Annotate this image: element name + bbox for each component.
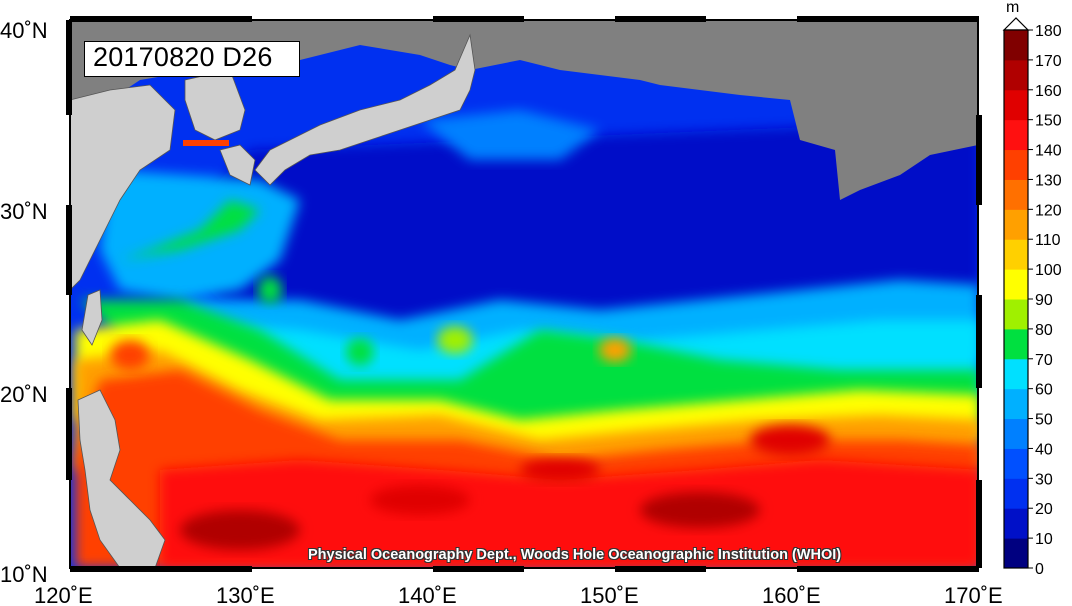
colorbar-tick-label: 170 xyxy=(1035,53,1062,70)
colorbar-tick-label: 180 xyxy=(1035,23,1062,40)
lon-label-150: 150˚E xyxy=(580,583,639,606)
date-label-box xyxy=(84,41,300,77)
colorbar-segment xyxy=(1004,209,1028,240)
lat-label-30: 30˚N xyxy=(0,199,48,224)
colorbar-tick-label: 150 xyxy=(1035,113,1062,130)
map-field xyxy=(70,20,978,568)
lon-label-140: 140˚E xyxy=(398,583,457,606)
lon-label-130: 130˚E xyxy=(216,583,275,606)
colorbar-tick-label: 70 xyxy=(1035,352,1053,369)
colorbar-tick-label: 110 xyxy=(1035,232,1061,249)
colorbar-overflow-arrow xyxy=(1002,17,1030,31)
colorbar-tick-label: 20 xyxy=(1035,501,1053,518)
lon-label-120: 120˚E xyxy=(34,583,93,606)
lat-label-10: 10˚N xyxy=(0,562,48,587)
colorbar-segment xyxy=(1004,328,1028,360)
colorbar: m 0 10 20 30 40 50 60 70 80 90 100 110 120 130 140 150 1… xyxy=(1002,0,1062,578)
colorbar-segment xyxy=(1004,149,1028,180)
colorbar-tick-label: 90 xyxy=(1035,292,1053,309)
colorbar-segment xyxy=(1004,448,1028,479)
colorbar-tick-label: 60 xyxy=(1035,382,1053,399)
colorbar-tick-label: 120 xyxy=(1035,202,1062,219)
lon-label-170: 170˚E xyxy=(944,583,1003,606)
colorbar-segment xyxy=(1004,299,1028,330)
colorbar-segment xyxy=(1004,418,1028,449)
colorbar-tick-label: 50 xyxy=(1035,412,1053,429)
colorbar-segment xyxy=(1004,30,1028,61)
colorbar-tick-label: 130 xyxy=(1035,172,1062,189)
colorbar-segment xyxy=(1004,59,1028,91)
date-label: 20170820 D26 xyxy=(93,42,273,72)
credit-text: Physical Oceanography Dept., Woods Hole … xyxy=(308,547,842,563)
lon-axis: 120˚E 130˚E 140˚E 150˚E 160˚E 170˚E xyxy=(34,583,1003,606)
colorbar-tick-label: 140 xyxy=(1035,143,1062,160)
colorbar-tick-label: 30 xyxy=(1035,471,1053,488)
colorbar-tick-label: 100 xyxy=(1035,262,1062,279)
lat-label-40: 40˚N xyxy=(0,18,48,43)
lon-label-160: 160˚E xyxy=(762,583,821,606)
lat-axis: 40˚N 30˚N 20˚N 10˚N xyxy=(0,18,48,587)
colorbar-segment xyxy=(1004,239,1028,270)
colorbar-tick-label: 40 xyxy=(1035,441,1053,458)
colorbar-tick-label: 160 xyxy=(1035,83,1062,100)
colorbar-segment xyxy=(1004,269,1028,300)
colorbar-segment xyxy=(1004,388,1028,420)
colorbar-tick-label: 0 xyxy=(1035,561,1044,578)
colorbar-tick-label: 10 xyxy=(1035,531,1053,548)
lat-label-20: 20˚N xyxy=(0,382,48,407)
colorbar-tick-label: 80 xyxy=(1035,322,1053,339)
colorbar-segment xyxy=(1004,89,1028,121)
map-frame xyxy=(66,16,982,572)
colorbar-segment xyxy=(1004,538,1028,569)
colorbar-segment xyxy=(1004,358,1028,390)
colorbar-segment xyxy=(1004,179,1028,210)
colorbar-unit: m xyxy=(1006,0,1019,16)
colorbar-segment xyxy=(1004,119,1028,151)
colorbar-segment xyxy=(1004,508,1028,539)
colorbar-segment xyxy=(1004,478,1028,509)
